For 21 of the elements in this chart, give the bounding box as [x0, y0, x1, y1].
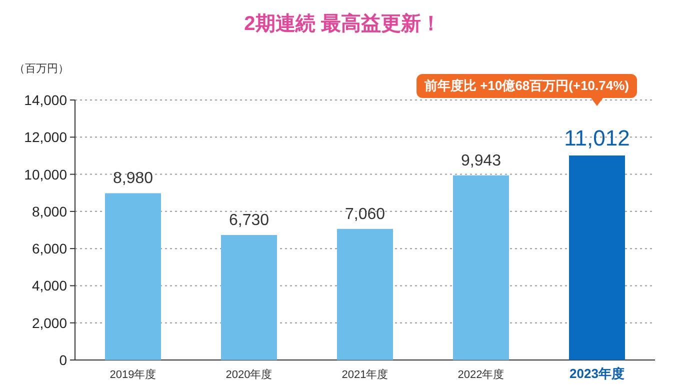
y-tick-label: 12,000: [24, 129, 68, 146]
y-tick-label: 8,000: [32, 203, 68, 220]
data-label: 9,943: [460, 152, 502, 170]
y-tick-label: 6,000: [32, 240, 68, 257]
y-tick-label: 4,000: [32, 278, 68, 294]
y-axis-title: （百万円）: [14, 63, 69, 75]
x-tick-label: 2022年度: [458, 368, 504, 381]
x-tick-label: 2021年度: [342, 368, 388, 381]
data-label: 11,012: [564, 125, 630, 150]
y-tick-label: 10,000: [24, 166, 68, 182]
x-tick-label: 2020年度: [226, 368, 272, 381]
data-label: 6,730: [228, 212, 270, 230]
x-tick-label: 2023年度: [570, 366, 624, 381]
y-tick-label: 14,000: [24, 92, 68, 108]
x-tick-label: 2019年度: [110, 368, 156, 381]
y-tick-label: 2,000: [32, 314, 68, 331]
y-tick-label: 0: [59, 352, 68, 368]
callout: 前年度比 +10億68百万円(+10.74%): [416, 74, 637, 106]
data-label: 8,980: [112, 170, 154, 188]
data-label: 7,060: [344, 206, 386, 223]
chart-title: 2期連続 最高益更新！: [244, 12, 441, 35]
